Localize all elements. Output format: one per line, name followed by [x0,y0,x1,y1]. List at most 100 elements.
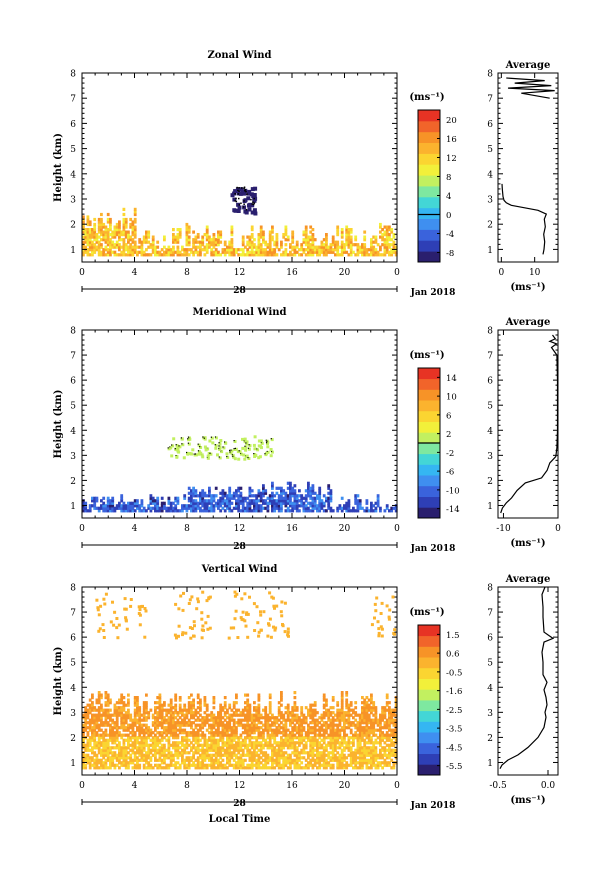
heatmap-cell [226,711,229,715]
heatmap-cell [163,504,166,508]
heatmap-cell [226,746,229,750]
colorbar-tick-label: -4 [446,230,454,240]
heatmap-cell [246,250,250,254]
heatmap-cell [174,703,178,707]
heatmap-cell [174,728,178,732]
heatmap-cell [361,696,364,700]
heatmap-cell [217,766,220,770]
heatmap-cell [334,240,337,244]
heatmap-cell [122,738,126,742]
heatmap-cell [93,222,97,227]
heatmap-cell [91,703,94,707]
heatmap-cell [282,733,286,737]
heatmap-cell [226,504,229,508]
heatmap-cell [133,210,137,214]
heatmap-cell [340,706,344,710]
heatmap-cell [172,235,175,239]
heatmap-cell [95,743,99,747]
heatmap-cell [376,250,380,254]
heatmap-cell [86,738,90,742]
heatmap-cell [262,486,265,490]
heatmap-cell [331,243,335,247]
heatmap-cell [311,504,315,508]
heatmap-cell [176,748,180,752]
heatmap-cell [214,743,218,747]
heatmap-cell [300,504,304,508]
heatmap-cell [228,716,232,720]
heatmap-cell [379,245,382,249]
heatmap-cell [205,243,209,247]
heatmap-cell [370,706,373,710]
heatmap-cell [196,253,200,257]
heatmap-cell [131,718,135,722]
heatmap-cell [268,696,272,700]
heatmap-cell [293,746,297,750]
heatmap-cell [219,718,223,722]
heatmap-cell [129,716,133,720]
heatmap-cell [246,726,250,730]
heatmap-cell [104,711,108,715]
colorbar-tick-label: -6 [446,468,454,478]
heatmap-cell [275,499,279,503]
heatmap-cell [327,491,331,495]
heatmap-cell [349,758,353,762]
heatmap-cell [88,238,92,242]
heatmap-cell [241,718,245,722]
heatmap-cell [262,235,265,239]
heatmap-cell [284,711,288,715]
heatmap-cell [154,738,157,742]
heatmap-cell [104,763,108,767]
heatmap-cell [174,509,178,513]
colorbar-tick-label: 4 [446,192,451,202]
heatmap-cell [127,711,130,715]
heatmap-cell [127,713,130,717]
colorbar-segment [418,110,440,122]
heatmap-cell [354,756,358,760]
heatmap-cell [302,506,306,510]
heatmap-cell [262,708,265,712]
heatmap-cell [140,758,144,762]
heatmap-cell [280,486,283,490]
heatmap-cell [165,253,169,257]
heatmap-cell [124,766,128,770]
colorbar-segment [418,175,440,187]
heatmap-cell [118,756,121,760]
heatmap-cell [113,506,117,510]
heatmap-cell [237,708,241,712]
heatmap-cell [185,253,189,257]
heatmap-cell [104,721,108,725]
heatmap-cell [311,743,315,747]
heatmap-cell [102,711,106,715]
heatmap-cell [282,253,286,257]
heatmap-cell [91,746,94,750]
heatmap-cell [149,733,153,737]
heatmap-cell [133,701,137,705]
heatmap-cell [318,253,322,257]
heatmap-cell [322,509,326,513]
heatmap-cell [226,753,229,757]
heatmap-cell [167,738,171,742]
heatmap-cell [356,713,360,717]
heatmap-cell [169,713,173,717]
heatmap-cell [176,751,180,755]
heatmap-cell [86,741,90,745]
heatmap-cell [356,738,360,742]
heatmap-cell [383,243,387,247]
heatmap-cell [372,756,376,760]
heatmap-cell [106,756,110,760]
heatmap-cell [243,198,248,203]
heatmap-cell [340,248,344,252]
heatmap-cell [221,746,225,750]
y-tick-label: 4 [70,170,76,180]
heatmap-cell [187,751,191,755]
heatmap-cell [100,693,103,697]
heatmap-cell [106,506,110,510]
heatmap-cell [356,243,360,247]
heatmap-cell [120,721,124,725]
heatmap-cell [219,731,223,735]
heatmap-cell [187,228,191,232]
heatmap-cell [284,501,288,505]
heatmap-cell [358,746,362,750]
heatmap-cell [345,506,349,510]
heatmap-cell [91,756,94,760]
